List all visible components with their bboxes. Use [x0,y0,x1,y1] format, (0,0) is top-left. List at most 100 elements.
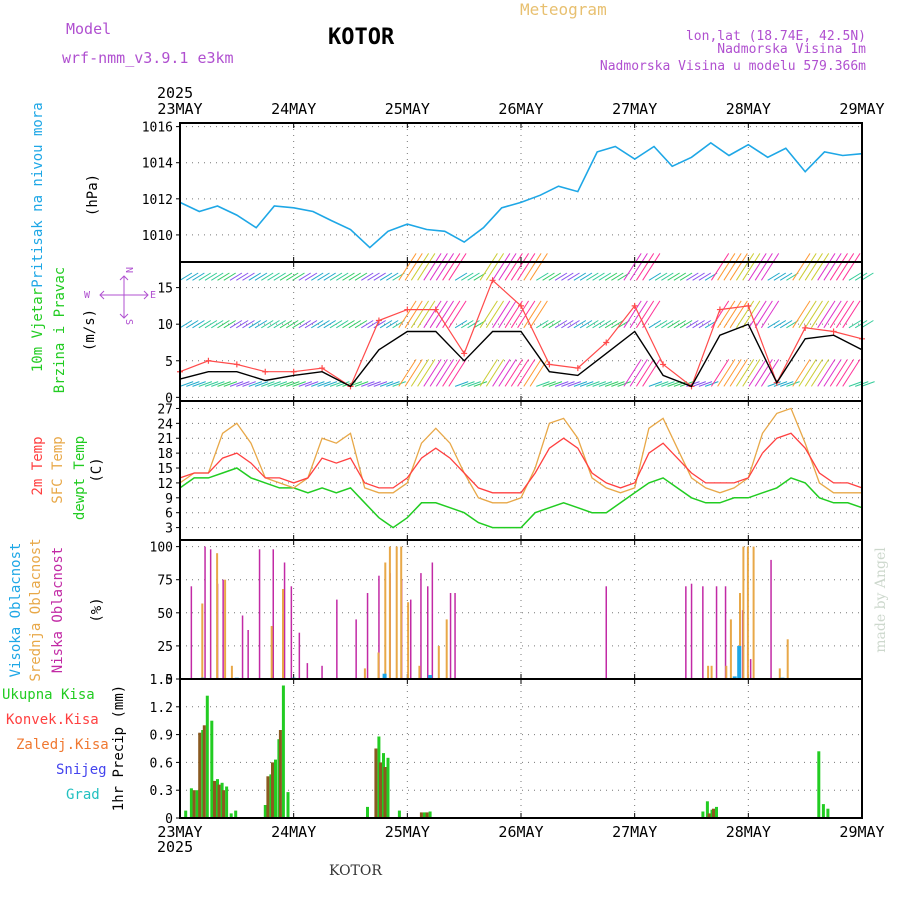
wind-barb [223,320,236,329]
wind-barb [598,272,612,281]
wind-barb [242,272,255,281]
wind-barb [748,359,767,387]
wind-barb [710,253,730,281]
cloud-low-bar [283,562,286,679]
wind-barb [273,320,286,329]
precip-legend-grad: Grad [66,787,100,803]
wind-barb [648,320,662,329]
top-date-labels: 23MAY 24MAY 25MAY 26MAY 27MAY 28MAY 29MAY [157,100,884,118]
wind-barb [635,253,655,281]
wind-barb [598,320,612,329]
cloud-mid-bar [752,546,755,679]
wind-barb [579,320,593,329]
precip-total-bar [817,751,821,818]
cloud-title-3: Niska Oblacnost [50,547,66,673]
wind-barb [435,300,455,329]
cloud-mid-bar [270,626,273,679]
cloud-mid-bar [778,668,781,679]
bottom-date-3: 26MAY [498,823,543,841]
cloud-mid-bar [739,593,741,679]
wind-barb [642,253,661,281]
wind-barb [223,272,236,281]
wind-barb [492,300,511,329]
pressure-line [179,141,863,249]
wind-barb [735,359,755,387]
wind-barb [523,300,542,329]
wind-barb [536,320,549,329]
wind-barb [835,253,855,281]
top-date-1: 24MAY [271,100,316,118]
wind-barb [542,320,555,329]
precip-total-bar [184,810,188,818]
wind-barb [754,300,773,329]
cloud-mid-bar [742,546,745,679]
bottom-date-6: 29MAY [839,823,884,841]
compass-s: S [123,319,134,325]
cloud-mid-bar [437,645,440,679]
precip-total-bar [189,788,193,818]
wind-barb [648,272,662,281]
wind-barb [304,272,318,281]
cloud-low-bar [298,632,301,679]
wind-barb [404,359,423,387]
y-tick-label: 0 [165,673,173,688]
bottom-date-2: 25MAY [385,823,430,841]
temp-title-2: SFC Temp [50,436,66,503]
y-tick-label: 1012 [142,193,173,208]
wind-barb [760,300,780,329]
pressure-title: Pritisak na nivou mora [30,102,46,287]
wind-barb [504,359,523,387]
wind-barb [717,253,736,281]
wind-barb [679,272,693,281]
cloud-title-1: Visoka Oblacnost [8,543,24,678]
wind-barb [311,381,325,387]
wind-barb [498,300,517,329]
wind-barb [423,300,442,329]
cloud-low-bar [724,586,727,679]
wind-barb [454,272,468,281]
wind-barb [292,320,305,329]
wind-barb [861,320,874,329]
cloud-panel: 0 25 50 75 100 [150,539,863,688]
wind-barb [423,359,442,387]
y-tick-label: 100 [150,541,173,556]
wind-barb [373,381,388,387]
wind-barb [792,253,811,281]
wind-barb [661,272,674,281]
wind-barb [279,320,293,329]
wind-barb [835,359,855,387]
cloud-low-bar [190,586,193,679]
wind-speed-line [179,323,863,388]
precip-legend-total: Ukupna Kisa [2,687,95,703]
wind-barb [336,320,349,329]
wind-barb [798,253,817,281]
wind-barb [317,320,330,329]
gust-marker [830,328,837,335]
wind-barb [767,320,780,329]
wind-barb [211,272,224,281]
panel-temp-grid [180,401,862,540]
wind-barb [842,359,861,387]
wind-barb [517,300,536,329]
top-date-0: 23MAY [157,100,202,118]
wind-barb [498,359,517,387]
wind-title-2: Brzina i Pravac [52,267,68,393]
y-tick-label: 15 [157,282,173,297]
wind-barb [586,272,599,281]
credit-label: made by Angel [873,547,889,653]
wind-barb [254,320,268,329]
cloud-high-bar [737,645,742,679]
wind-barb [242,381,256,387]
wind-barb [661,381,675,387]
wind-barb [398,359,417,387]
bottom-date-labels: 23MAY 24MAY 25MAY 26MAY 27MAY 28MAY 29MAY [157,823,884,841]
wind-barb [336,272,349,281]
gust-marker [546,361,553,368]
wind-barb [192,381,206,387]
precip-total-bar [263,805,267,818]
precip-conv-bar [222,790,226,818]
pressure-unit: (hPa) [85,174,101,216]
wind-barb [186,272,199,281]
wind-panel: 0 5 10 15 [157,253,875,406]
